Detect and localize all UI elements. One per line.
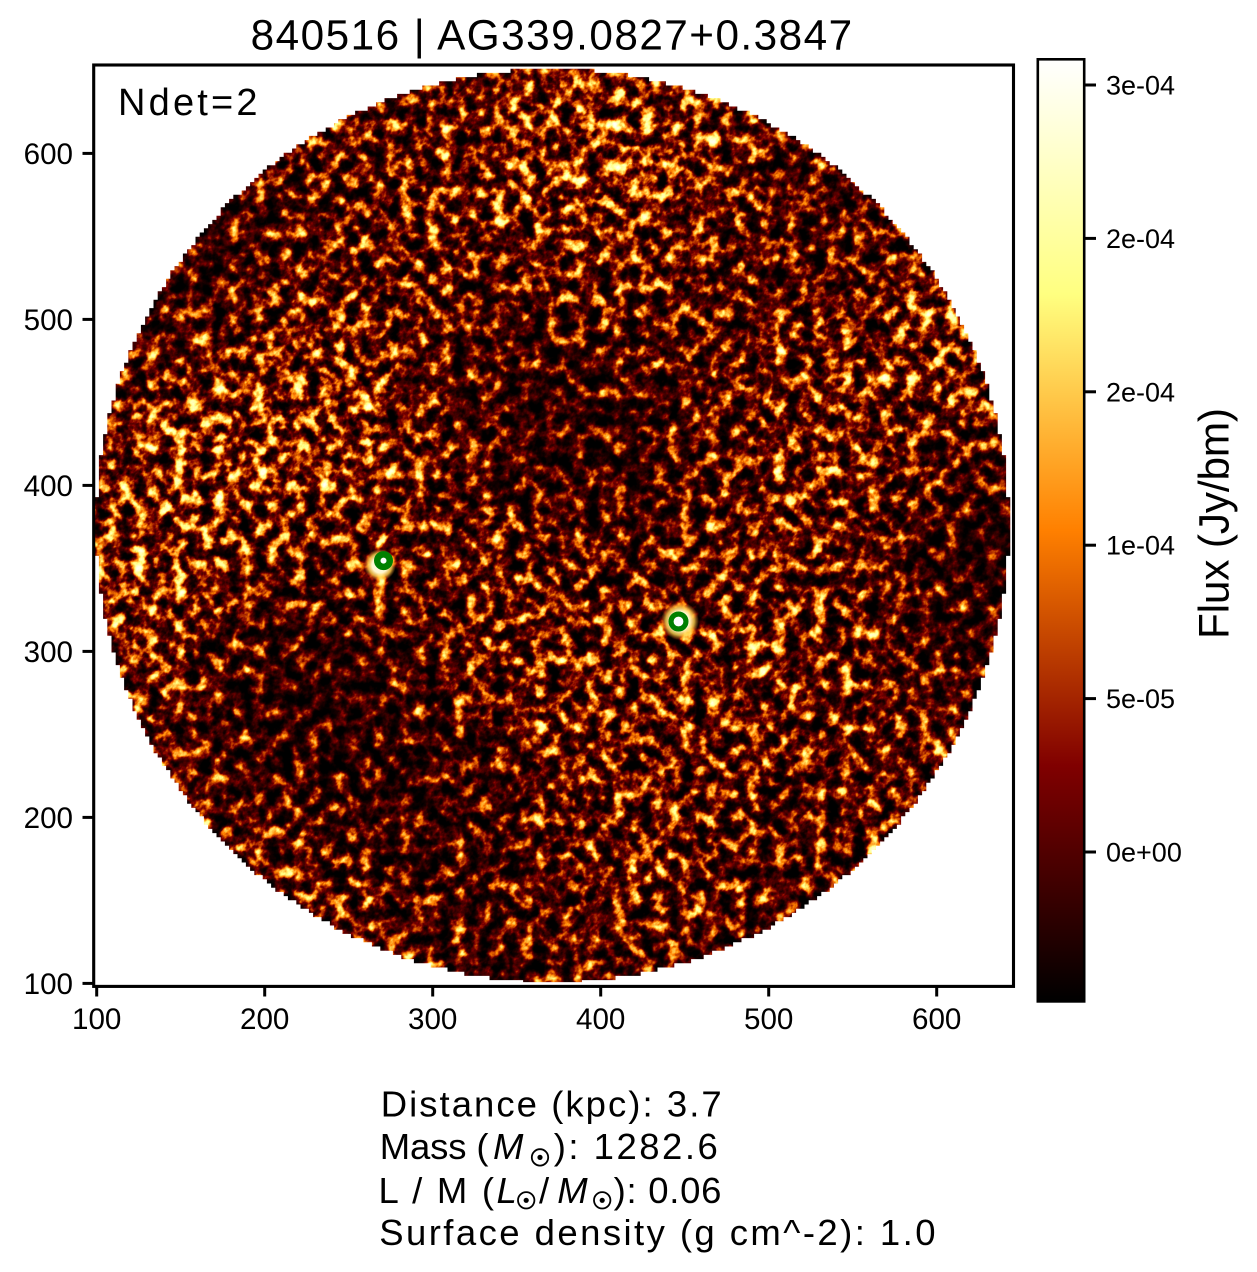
svg-text:L: L	[497, 1170, 517, 1211]
svg-text:100: 100	[72, 1003, 121, 1036]
svg-text:M: M	[557, 1170, 588, 1211]
svg-text:Distance (kpc): 3.7: Distance (kpc): 3.7	[381, 1083, 722, 1124]
svg-text:Mass (: Mass (	[380, 1126, 489, 1167]
svg-text:): 1282.6: ): 1282.6	[554, 1126, 718, 1167]
svg-text:): 0.06: ): 0.06	[614, 1170, 722, 1211]
svg-text:600: 600	[24, 138, 73, 171]
svg-text:500: 500	[744, 1003, 793, 1036]
svg-text:Surface density (g cm^-2): 1.0: Surface density (g cm^-2): 1.0	[379, 1212, 935, 1253]
svg-text:/: /	[539, 1170, 550, 1211]
svg-text:840516 | AG339.0827+0.3847: 840516 | AG339.0827+0.3847	[251, 12, 853, 59]
svg-text:Flux (Jy/bm): Flux (Jy/bm)	[1191, 408, 1238, 639]
svg-text:0e+00: 0e+00	[1106, 838, 1182, 868]
svg-text:2e-04: 2e-04	[1106, 377, 1175, 407]
svg-text:100: 100	[24, 968, 73, 1001]
svg-text:5e-05: 5e-05	[1106, 684, 1175, 714]
svg-text:400: 400	[576, 1003, 625, 1036]
svg-text:600: 600	[912, 1003, 961, 1036]
svg-text:L / M (: L / M (	[379, 1170, 495, 1211]
svg-text:1e-04: 1e-04	[1106, 531, 1175, 561]
svg-text:200: 200	[240, 1003, 289, 1036]
svg-text:Ndet=2: Ndet=2	[118, 82, 258, 124]
svg-text:200: 200	[24, 802, 73, 835]
svg-text:3e-04: 3e-04	[1106, 71, 1175, 101]
svg-text:300: 300	[24, 636, 73, 669]
svg-text:2e-04: 2e-04	[1106, 224, 1175, 254]
svg-text:M: M	[493, 1126, 524, 1167]
svg-text:300: 300	[408, 1003, 457, 1036]
svg-text:500: 500	[24, 304, 73, 337]
svg-text:400: 400	[24, 470, 73, 503]
